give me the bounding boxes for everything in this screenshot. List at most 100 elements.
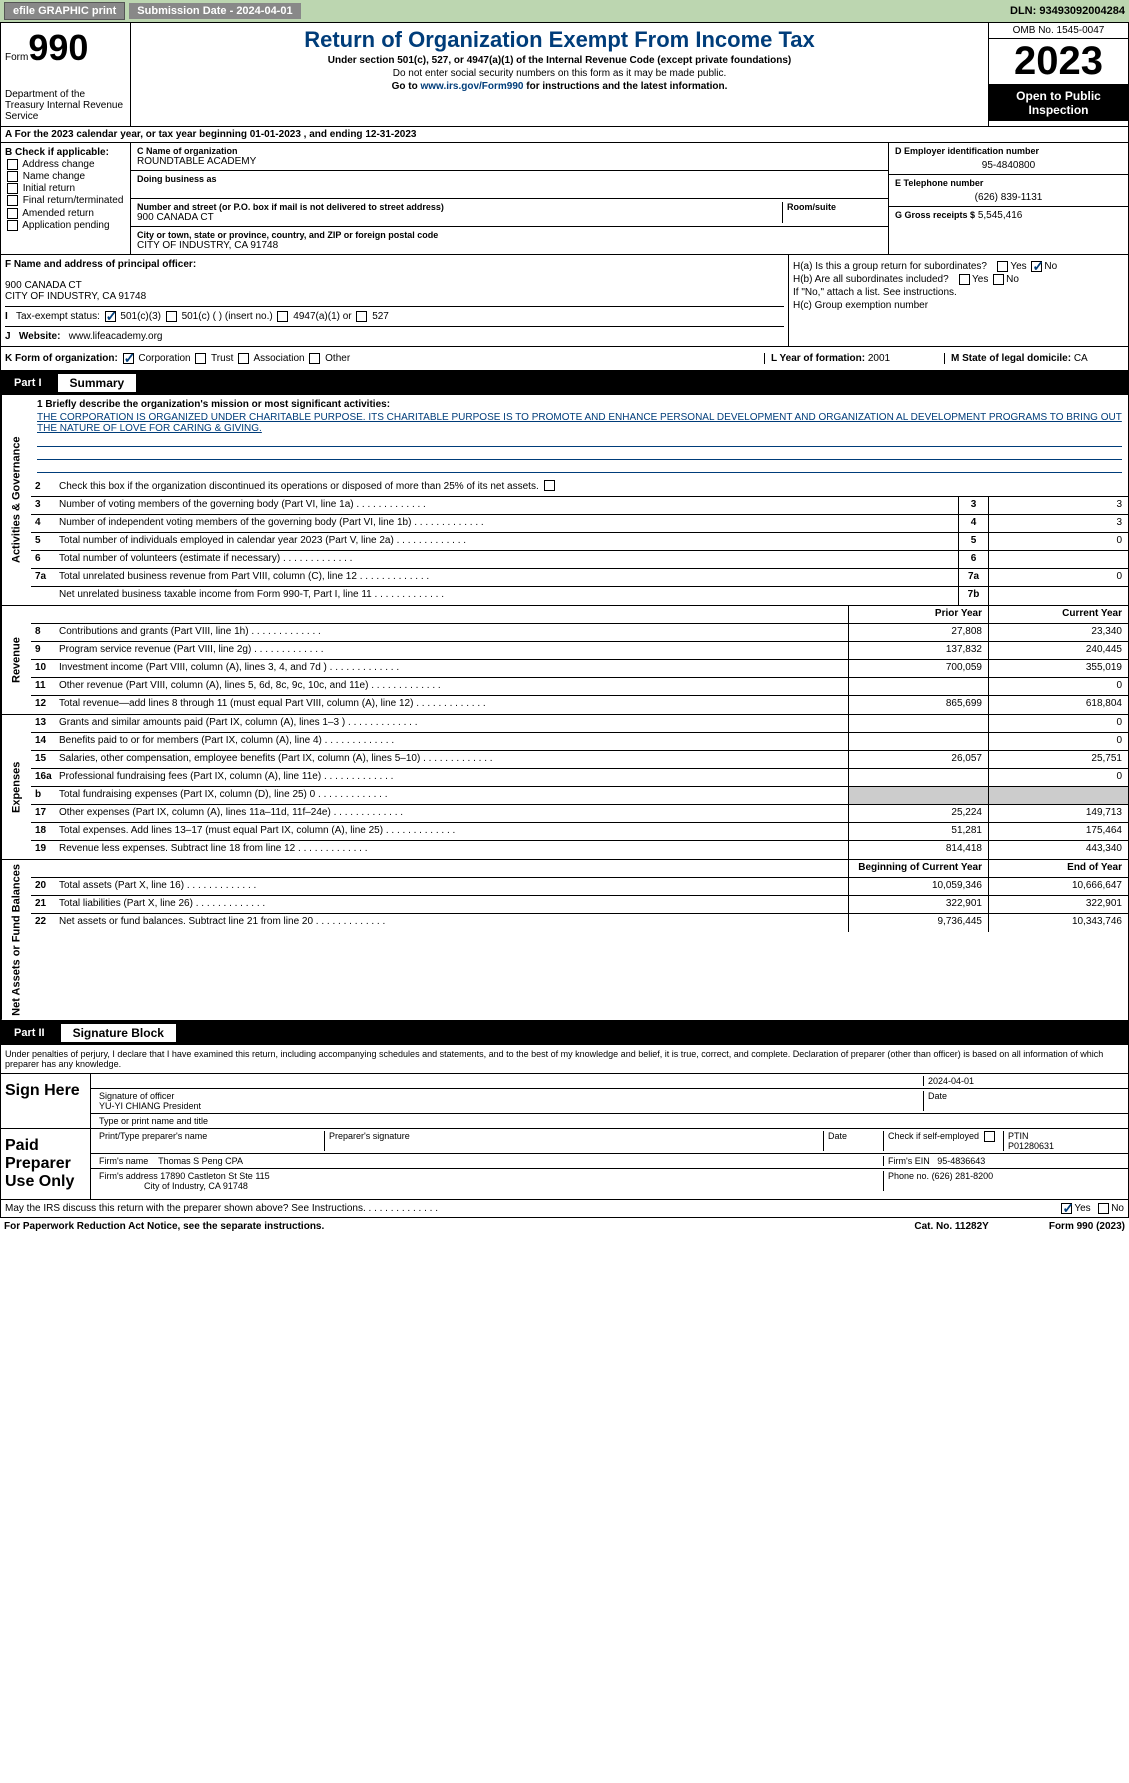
cb-other[interactable] bbox=[309, 353, 320, 364]
cb-527[interactable] bbox=[356, 311, 367, 322]
cb-trust[interactable] bbox=[195, 353, 206, 364]
cb-final-return[interactable]: Final return/terminated bbox=[5, 195, 126, 206]
part1-header: Part I Summary bbox=[0, 371, 1129, 395]
side-net: Net Assets or Fund Balances bbox=[1, 860, 31, 1020]
firm-phone-label: Phone no. bbox=[888, 1171, 929, 1181]
line1-label: 1 Briefly describe the organization's mi… bbox=[37, 399, 390, 410]
side-activities: Activities & Governance bbox=[1, 395, 31, 605]
city-label: City or town, state or province, country… bbox=[137, 230, 882, 240]
cb-self-employed[interactable] bbox=[984, 1131, 995, 1142]
firm-ein: 95-4836643 bbox=[937, 1156, 985, 1166]
section-bcdeg: B Check if applicable: Address change Na… bbox=[0, 143, 1129, 255]
inspection-label: Open to Public Inspection bbox=[989, 85, 1128, 121]
discuss-text: May the IRS discuss this return with the… bbox=[5, 1203, 438, 1214]
cb-4947[interactable] bbox=[277, 311, 288, 322]
f-addr1: 900 CANADA CT bbox=[5, 280, 784, 291]
sign-here-label: Sign Here bbox=[1, 1074, 91, 1128]
form-label: Form bbox=[5, 52, 28, 63]
e-label: E Telephone number bbox=[895, 178, 1122, 188]
form-title: Return of Organization Exempt From Incom… bbox=[135, 27, 984, 53]
firm-name: Thomas S Peng CPA bbox=[158, 1156, 243, 1166]
side-expenses: Expenses bbox=[1, 715, 31, 859]
d-label: D Employer identification number bbox=[895, 146, 1122, 156]
cat-no: Cat. No. 11282Y bbox=[914, 1221, 988, 1232]
cb-discuss-yes[interactable] bbox=[1061, 1203, 1072, 1214]
year-formation: 2001 bbox=[868, 353, 890, 364]
efile-button[interactable]: efile GRAPHIC print bbox=[4, 2, 125, 20]
gross-receipts: 5,545,416 bbox=[978, 210, 1023, 221]
hdr-end: End of Year bbox=[988, 860, 1128, 877]
line2: Check this box if the organization disco… bbox=[59, 481, 539, 492]
tax-year-range: A For the 2023 calendar year, or tax yea… bbox=[1, 127, 420, 142]
section-fhi: F Name and address of principal officer:… bbox=[0, 255, 1129, 347]
discuss-row: May the IRS discuss this return with the… bbox=[0, 1200, 1129, 1218]
dba-label: Doing business as bbox=[137, 174, 882, 184]
form-number: 990 bbox=[28, 27, 88, 68]
cb-501c3[interactable] bbox=[105, 311, 116, 322]
firm-name-label: Firm's name bbox=[99, 1156, 148, 1166]
self-employed: Check if self-employed bbox=[888, 1131, 979, 1141]
ptin: P01280631 bbox=[1008, 1141, 1054, 1151]
domicile: CA bbox=[1074, 353, 1088, 364]
ssn-note: Do not enter social security numbers on … bbox=[135, 68, 984, 79]
street: 900 CANADA CT bbox=[137, 212, 782, 223]
f-label: F Name and address of principal officer: bbox=[5, 259, 784, 270]
form990-link[interactable]: www.irs.gov/Form990 bbox=[420, 81, 523, 92]
cb-app-pending[interactable]: Application pending bbox=[5, 220, 126, 231]
activities-governance: Activities & Governance 1 Briefly descri… bbox=[0, 395, 1129, 606]
cb-corp[interactable] bbox=[123, 353, 134, 364]
paperwork-notice: For Paperwork Reduction Act Notice, see … bbox=[4, 1221, 324, 1232]
i-label: Tax-exempt status: bbox=[16, 311, 100, 322]
paid-preparer-label: Paid Preparer Use Only bbox=[1, 1129, 91, 1199]
name-title-label: Type or print name and title bbox=[95, 1116, 1124, 1126]
hdr-prior: Prior Year bbox=[848, 606, 988, 623]
cb-discuss-no[interactable] bbox=[1098, 1203, 1109, 1214]
ha-label: H(a) Is this a group return for subordin… bbox=[793, 261, 987, 272]
ptin-label: PTIN bbox=[1008, 1131, 1029, 1141]
part2-header: Part II Signature Block bbox=[0, 1021, 1129, 1045]
cb-name-change[interactable]: Name change bbox=[5, 171, 126, 182]
cb-501c[interactable] bbox=[166, 311, 177, 322]
cb-ha-yes[interactable] bbox=[997, 261, 1008, 272]
cb-hb-no[interactable] bbox=[993, 274, 1004, 285]
k-label: K Form of organization: bbox=[5, 353, 118, 364]
m-label: M State of legal domicile: bbox=[951, 353, 1071, 364]
sig-date: 2024-04-01 bbox=[928, 1076, 974, 1086]
cb-assoc[interactable] bbox=[238, 353, 249, 364]
cb-line2[interactable] bbox=[544, 480, 555, 491]
tax-year: 2023 bbox=[989, 39, 1128, 85]
g-label: G Gross receipts $ bbox=[895, 210, 975, 220]
cb-ha-no[interactable] bbox=[1031, 261, 1042, 272]
org-name: ROUNDTABLE ACADEMY bbox=[137, 156, 882, 167]
cb-initial-return[interactable]: Initial return bbox=[5, 183, 126, 194]
room-label: Room/suite bbox=[787, 202, 882, 212]
subtitle: Under section 501(c), 527, or 4947(a)(1)… bbox=[135, 55, 984, 66]
side-revenue: Revenue bbox=[1, 606, 31, 714]
officer-name: YU-YI CHIANG President bbox=[99, 1101, 201, 1111]
top-bar: efile GRAPHIC print Submission Date - 20… bbox=[0, 0, 1129, 22]
date-label: Date bbox=[928, 1091, 947, 1101]
cb-amended[interactable]: Amended return bbox=[5, 208, 126, 219]
firm-phone: (626) 281-8200 bbox=[932, 1171, 994, 1181]
cb-hb-yes[interactable] bbox=[959, 274, 970, 285]
expenses-section: Expenses 13Grants and similar amounts pa… bbox=[0, 715, 1129, 860]
cb-address-change[interactable]: Address change bbox=[5, 159, 126, 170]
part1-label: Part I bbox=[6, 375, 50, 391]
ein: 95-4840800 bbox=[895, 160, 1122, 171]
firm-addr1: 17890 Castleton St Ste 115 bbox=[160, 1171, 269, 1181]
part2-title: Signature Block bbox=[61, 1024, 176, 1042]
penalties-text: Under penalties of perjury, I declare th… bbox=[1, 1045, 1128, 1073]
phone: (626) 839-1131 bbox=[895, 192, 1122, 203]
hb-label: H(b) Are all subordinates included? bbox=[793, 274, 949, 285]
dln: DLN: 93493092004284 bbox=[1010, 5, 1125, 17]
part1-title: Summary bbox=[58, 374, 137, 392]
firm-addr2: City of Industry, CA 91748 bbox=[144, 1181, 248, 1191]
b-label: B Check if applicable: bbox=[5, 147, 126, 158]
revenue-section: Revenue Prior YearCurrent Year 8Contribu… bbox=[0, 606, 1129, 715]
city: CITY OF INDUSTRY, CA 91748 bbox=[137, 240, 882, 251]
mission-text: THE CORPORATION IS ORGANIZED UNDER CHARI… bbox=[37, 412, 1122, 434]
prep-date-label: Date bbox=[824, 1131, 884, 1151]
paperwork-row: For Paperwork Reduction Act Notice, see … bbox=[0, 1218, 1129, 1235]
j-label: Website: bbox=[19, 331, 61, 342]
street-label: Number and street (or P.O. box if mail i… bbox=[137, 202, 782, 212]
